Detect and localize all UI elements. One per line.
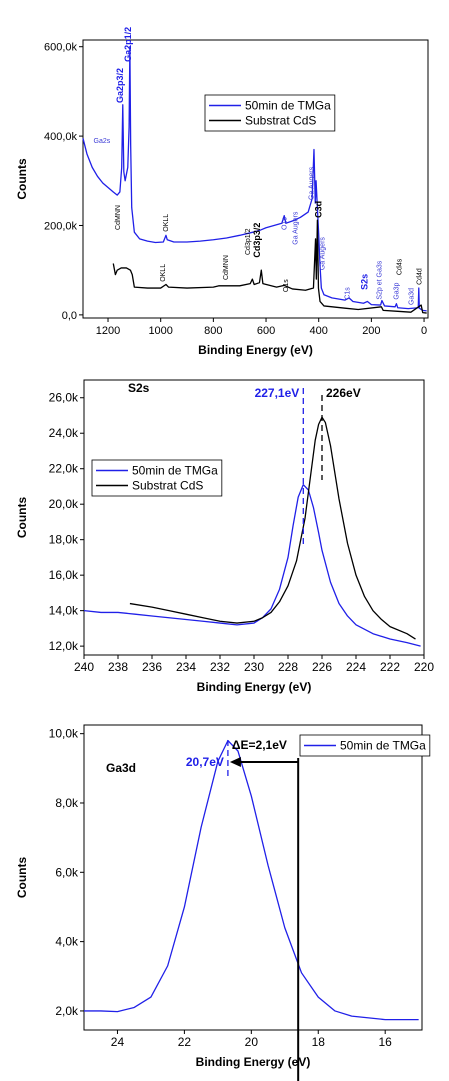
x-tick-label: 240: [74, 660, 94, 674]
x-tick-label: 22: [178, 1035, 192, 1049]
x-tick-label: 236: [142, 660, 162, 674]
x-axis-label: Binding Energy (eV): [196, 1055, 311, 1069]
y-tick-label: 0,0: [62, 310, 77, 322]
x-tick-label: 400: [310, 325, 328, 337]
peak-label: Ga2s: [94, 138, 111, 145]
peak-label: Cd4d: [416, 268, 423, 285]
arrow-head: [229, 757, 241, 767]
peak-label: OKLL: [160, 264, 167, 282]
peak-marker-label: 226eV: [326, 386, 361, 400]
x-tick-label: 800: [204, 325, 222, 337]
peak-label: C1s: [345, 287, 352, 300]
spectrum-line: [84, 739, 419, 1021]
peak-label: Cd3p3/2: [252, 223, 262, 258]
y-tick-label: 26,0k: [49, 391, 79, 405]
peak-label: S2s: [359, 274, 369, 290]
y-tick-label: 20,0k: [49, 497, 79, 511]
legend-box: [299, 734, 431, 757]
plot-frame: [82, 39, 429, 319]
y-tick-label: 24,0k: [49, 426, 79, 440]
peak-label: Cd3p1/2: [245, 228, 252, 255]
x-tick-label: 600: [257, 325, 275, 337]
x-tick-label: 24: [111, 1035, 125, 1049]
x-axis-label: Binding Energy (eV): [197, 680, 312, 694]
y-tick-label: 18,0k: [49, 533, 79, 547]
spectrum-line: [129, 416, 416, 640]
y-tick-label: 200,0k: [44, 220, 78, 232]
peak-label: Ga Augers: [308, 166, 315, 200]
x-tick-label: 224: [346, 660, 366, 674]
x-tick-label: 16: [379, 1035, 393, 1049]
peak-label: Ga Augers: [292, 211, 299, 245]
peak-label: O1s: [281, 217, 288, 230]
x-tick-label: 226: [312, 660, 332, 674]
peak-label: O1s: [283, 279, 290, 292]
y-tick-label: 600,0k: [44, 42, 78, 54]
y-tick-label: 10,0k: [49, 727, 79, 741]
peak-label: Ga3d: [409, 288, 416, 305]
x-tick-label: 234: [176, 660, 196, 674]
x-tick-label: 232: [210, 660, 230, 674]
y-tick-label: 22,0k: [49, 462, 79, 476]
legend-box: [204, 94, 336, 132]
x-tick-label: 0: [421, 325, 427, 337]
peak-marker-label: 20,7eV: [186, 755, 224, 769]
x-tick-label: 228: [278, 660, 298, 674]
x-axis-label: Binding Energy (eV): [198, 343, 313, 357]
peak-label: Ga Augers: [320, 237, 327, 271]
legend-label: Substrat CdS: [245, 114, 316, 128]
x-tick-label: 20: [245, 1035, 259, 1049]
peak-label: Ga2p1/2: [123, 27, 133, 62]
peak-label: C3d: [313, 201, 323, 218]
y-tick-label: 2,0k: [55, 1004, 79, 1018]
peak-label: CdMNN: [223, 255, 230, 280]
y-tick-label: 4,0k: [55, 935, 79, 949]
legend-label: 50min de TMGa: [245, 99, 331, 113]
legend-label: Substrat CdS: [132, 479, 203, 493]
panel-title: S2s: [128, 381, 150, 395]
legend-label: 50min de TMGa: [340, 739, 426, 753]
x-tick-label: 220: [414, 660, 434, 674]
peak-marker-label: 227,1eV: [255, 386, 300, 400]
y-tick-label: 400,0k: [44, 131, 78, 143]
plot-frame: [83, 724, 423, 1031]
x-tick-label: 230: [244, 660, 264, 674]
peak-label: OKLL: [163, 214, 170, 232]
spectrum-line: [82, 46, 427, 312]
y-tick-label: 6,0k: [55, 865, 79, 879]
y-axis-label: Counts: [15, 158, 29, 200]
peak-label: Cd4s: [396, 258, 403, 275]
x-tick-label: 222: [380, 660, 400, 674]
peak-label: CdMNN: [115, 205, 122, 230]
y-tick-label: 14,0k: [49, 604, 79, 618]
x-tick-label: 1000: [148, 325, 172, 337]
x-tick-label: 18: [312, 1035, 326, 1049]
y-axis-label: Counts: [15, 497, 29, 539]
legend-box: [91, 459, 223, 497]
y-tick-label: 12,0k: [49, 639, 79, 653]
legend-label: 50min de TMGa: [132, 464, 218, 478]
x-tick-label: 1200: [96, 325, 120, 337]
peak-label: Ga3p: [394, 282, 401, 299]
peak-label: Ga2p3/2: [115, 68, 125, 103]
panel-title: Ga3d: [106, 761, 136, 775]
y-tick-label: 16,0k: [49, 568, 79, 582]
y-tick-label: 8,0k: [55, 796, 79, 810]
peak-label: S2p et Ga3s: [376, 260, 383, 299]
spectrum-line: [83, 484, 421, 647]
x-tick-label: 200: [362, 325, 380, 337]
y-axis-label: Counts: [15, 857, 29, 899]
spectrum-line: [112, 219, 427, 314]
x-tick-label: 238: [108, 660, 128, 674]
shift-label: ΔE=2,1eV: [232, 738, 287, 752]
